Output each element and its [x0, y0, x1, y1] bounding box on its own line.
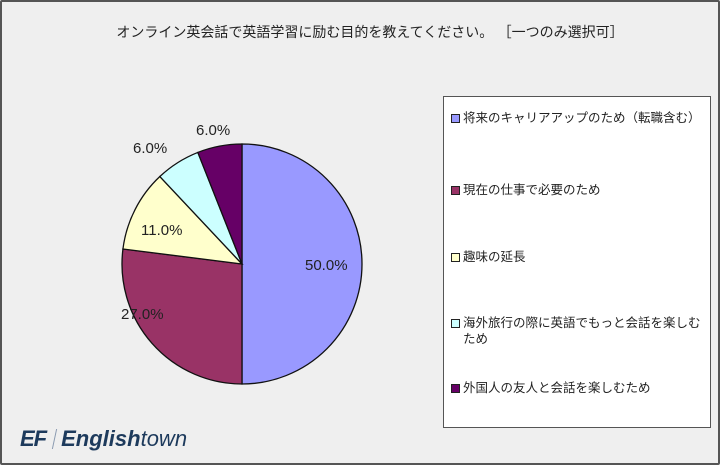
- ef-logo-mark: EF: [20, 426, 47, 451]
- legend-label: 現在の仕事で必要のため: [463, 182, 601, 197]
- legend-swatch-icon: [451, 253, 460, 262]
- pie-label-work: 27.0%: [121, 306, 164, 323]
- legend-swatch-icon: [451, 384, 460, 393]
- legend: 将来のキャリアアップのため（転職含む） 現在の仕事で必要のため 趣味の延長 海外…: [443, 96, 711, 428]
- legend-label: 将来のキャリアアップのため（転職含む）: [463, 110, 701, 125]
- pie-slice-career: [241, 143, 363, 385]
- logo-divider: [51, 429, 58, 449]
- pie-chart: 50.0% 27.0% 11.0% 6.0% 6.0%: [2, 2, 442, 463]
- legend-label: 外国人の友人と会話を楽しむため: [463, 380, 651, 395]
- legend-swatch-icon: [451, 114, 460, 123]
- pie-slice-friends: [196, 143, 243, 265]
- legend-item-hobby: 趣味の延長: [451, 249, 706, 265]
- logo-town: town: [140, 426, 188, 451]
- pie-label-hobby: 11.0%: [141, 222, 183, 239]
- legend-swatch-icon: [451, 319, 460, 328]
- legend-item-travel: 海外旅行の際に英語でもっと会話を楽しむため: [451, 315, 706, 347]
- pie-label-career: 50.0%: [305, 257, 348, 274]
- pie-svg: [121, 143, 363, 385]
- pie-slice-work: [121, 248, 243, 385]
- chart-title: オンライン英会話で英語学習に励む目的を教えてください。 ［一つのみ選択可］: [116, 25, 624, 41]
- legend-item-work: 現在の仕事で必要のため: [451, 182, 706, 198]
- legend-item-friends: 外国人の友人と会話を楽しむため: [451, 380, 706, 396]
- legend-label: 海外旅行の際に英語でもっと会話を楽しむため: [463, 315, 701, 346]
- pie-slice-hobby: [122, 175, 244, 265]
- pie-label-travel: 6.0%: [133, 140, 168, 157]
- legend-swatch-icon: [451, 186, 460, 195]
- legend-label: 趣味の延長: [463, 249, 526, 264]
- legend-item-career: 将来のキャリアアップのため（転職含む）: [451, 110, 706, 126]
- englishtown-logo: EF English town: [20, 425, 187, 453]
- logo-english: English: [61, 426, 141, 451]
- pie-label-friends: 6.0%: [196, 122, 231, 139]
